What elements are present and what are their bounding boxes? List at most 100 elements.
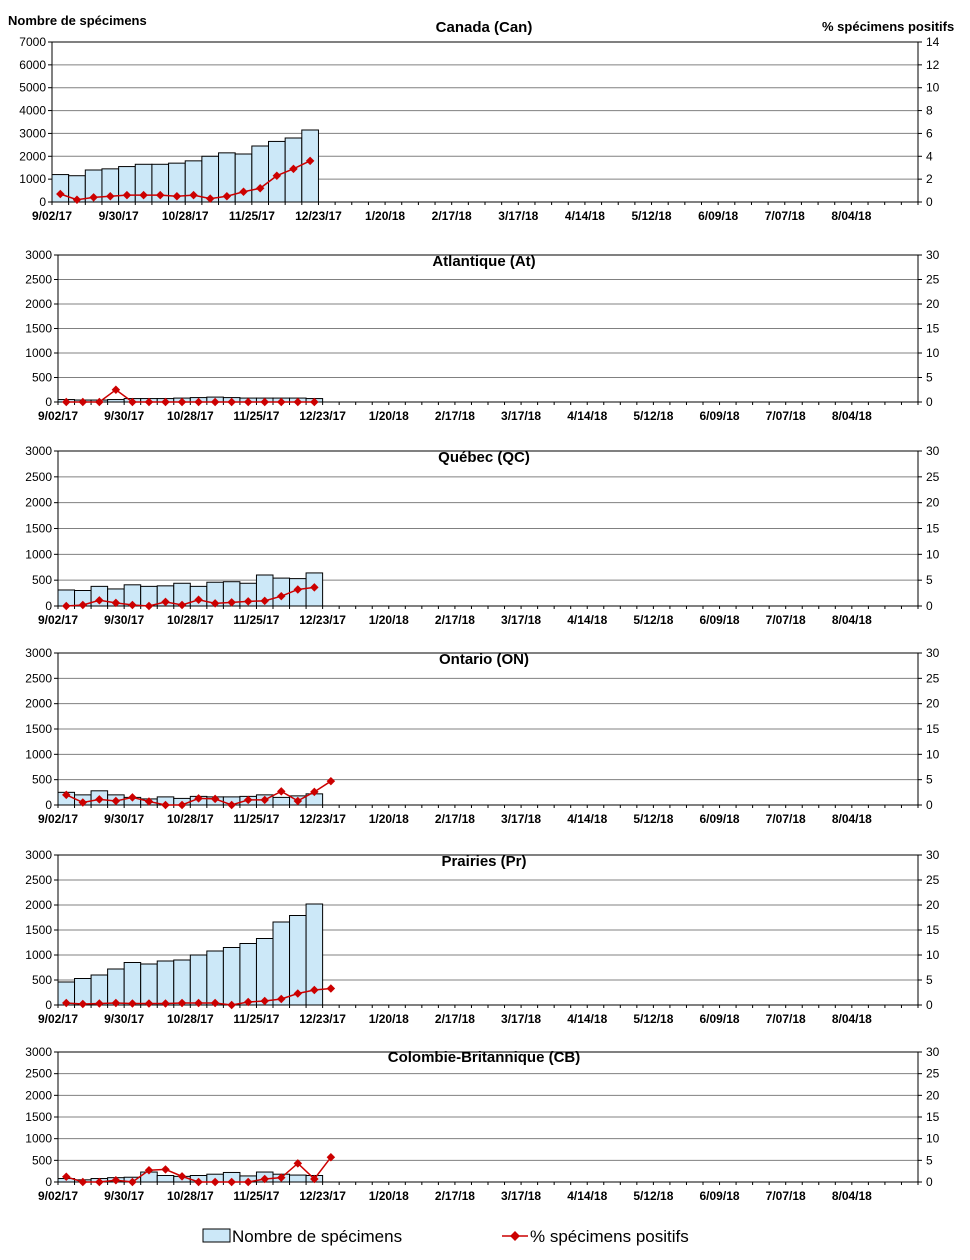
x-tick-label: 9/30/17 (104, 1012, 144, 1026)
x-tick-label: 5/12/18 (633, 409, 673, 423)
x-tick-label: 10/28/17 (167, 1189, 214, 1203)
x-tick-label: 6/09/18 (700, 1012, 740, 1026)
y-tick-label: 2000 (25, 496, 52, 510)
y-tick-label: 2000 (25, 898, 52, 912)
x-tick-label: 10/28/17 (167, 812, 214, 826)
line-point (310, 397, 319, 407)
y2-tick-label: 30 (926, 1045, 940, 1059)
bar (123, 962, 142, 1006)
line-point (95, 397, 104, 407)
line-point (205, 194, 215, 203)
y2-tick-label: 10 (926, 346, 940, 360)
line-point (227, 397, 236, 407)
y2-tick-label: 0 (926, 1175, 933, 1189)
x-tick-label: 3/17/18 (498, 209, 538, 223)
x-tick-label: 6/09/18 (698, 209, 738, 223)
line-point (277, 397, 286, 407)
line-point (310, 787, 319, 797)
line-point (106, 192, 115, 201)
y2-tick-label: 25 (926, 671, 940, 685)
x-tick-label: 9/02/17 (32, 209, 72, 223)
line-point (172, 192, 182, 201)
line-point (78, 397, 88, 407)
legend-bar-swatch (202, 1228, 231, 1243)
chart-panel: 0 500 1000 1500 2000 2500 3000 0 5 10 15 20 25 30 9/02… (25, 248, 939, 423)
x-tick-label: 3/17/18 (501, 613, 541, 627)
line-point (326, 776, 336, 786)
legend-line-marker (510, 1231, 520, 1241)
line-point (56, 189, 65, 199)
line-point (277, 994, 286, 1004)
y2-tick-label: 15 (926, 722, 940, 736)
chart-title: Prairies (Pr) (441, 853, 526, 870)
y2-tick-label: 5 (926, 973, 933, 987)
y-tick-label: 2000 (25, 697, 52, 711)
line-point (222, 192, 232, 201)
line-point (260, 795, 269, 805)
line-point (177, 397, 187, 407)
x-tick-label: 5/12/18 (633, 613, 673, 627)
x-tick-label: 8/04/18 (832, 812, 872, 826)
y-tick-label: 3000 (25, 848, 52, 862)
y-tick-label: 0 (45, 599, 52, 613)
line-point (210, 397, 220, 407)
line-point (310, 1174, 319, 1184)
y-tick-label: 1000 (25, 747, 52, 761)
bar (140, 963, 158, 1006)
y-tick-label: 2000 (25, 1088, 52, 1102)
y2-tick-label: 20 (926, 898, 940, 912)
x-tick-label: 8/04/18 (832, 613, 872, 627)
chart-panel: 0 500 1000 1500 2000 2500 3000 0 5 10 15 20 25 30 9/02… (25, 444, 939, 627)
line-point (194, 397, 203, 407)
y-tick-label: 500 (32, 973, 52, 987)
y2-tick-label: 2 (926, 172, 933, 186)
line-point (161, 1165, 170, 1174)
x-tick-label: 6/09/18 (700, 1189, 740, 1203)
x-tick-label: 7/07/18 (765, 209, 805, 223)
bar (156, 1175, 175, 1183)
y2-tick-label: 5 (926, 573, 933, 587)
x-tick-label: 6/09/18 (700, 409, 740, 423)
x-tick-label: 5/12/18 (633, 1189, 673, 1203)
legend-line-label: % spécimens positifs (530, 1227, 689, 1246)
line-point (293, 397, 303, 407)
y-tick-label: 2000 (19, 149, 46, 163)
y2-tick-label: 5 (926, 371, 933, 385)
x-tick-label: 2/17/18 (435, 409, 475, 423)
y2-tick-label: 20 (926, 697, 940, 711)
line-point (156, 190, 165, 200)
bar (255, 938, 274, 1006)
x-tick-label: 8/04/18 (832, 1189, 872, 1203)
y2-tick-label: 10 (926, 81, 940, 95)
x-tick-label: 11/25/17 (233, 613, 279, 627)
y2-tick-label: 0 (926, 395, 933, 409)
legend-bars-label: Nombre de spécimens (232, 1227, 402, 1246)
y-tick-label: 1500 (25, 923, 52, 937)
y2-tick-label: 30 (926, 848, 940, 862)
y2-tick-label: 30 (926, 646, 940, 660)
x-tick-label: 7/07/18 (766, 812, 806, 826)
line-point (305, 156, 315, 166)
left-axis-header: Nombre de spécimens (8, 13, 147, 28)
y-tick-label: 0 (45, 798, 52, 812)
x-tick-label: 1/20/18 (369, 409, 409, 423)
y-tick-label: 0 (45, 998, 52, 1012)
x-tick-label: 4/14/18 (567, 409, 607, 423)
x-tick-label: 7/07/18 (766, 1012, 806, 1026)
x-tick-label: 2/17/18 (432, 209, 472, 223)
line-point (293, 989, 303, 998)
x-tick-label: 4/14/18 (565, 209, 605, 223)
y2-tick-label: 5 (926, 773, 933, 787)
line-point (161, 397, 170, 407)
y2-tick-label: 15 (926, 1110, 940, 1124)
x-tick-label: 12/23/17 (299, 409, 346, 423)
x-tick-label: 4/14/18 (567, 812, 607, 826)
y2-tick-label: 30 (926, 248, 940, 262)
x-tick-label: 12/23/17 (299, 613, 346, 627)
y-tick-label: 3000 (25, 444, 52, 458)
y-tick-label: 1500 (25, 1110, 52, 1124)
line-point (139, 190, 148, 200)
line-point (289, 164, 298, 174)
y2-tick-label: 0 (926, 599, 933, 613)
x-tick-label: 9/30/17 (104, 812, 144, 826)
